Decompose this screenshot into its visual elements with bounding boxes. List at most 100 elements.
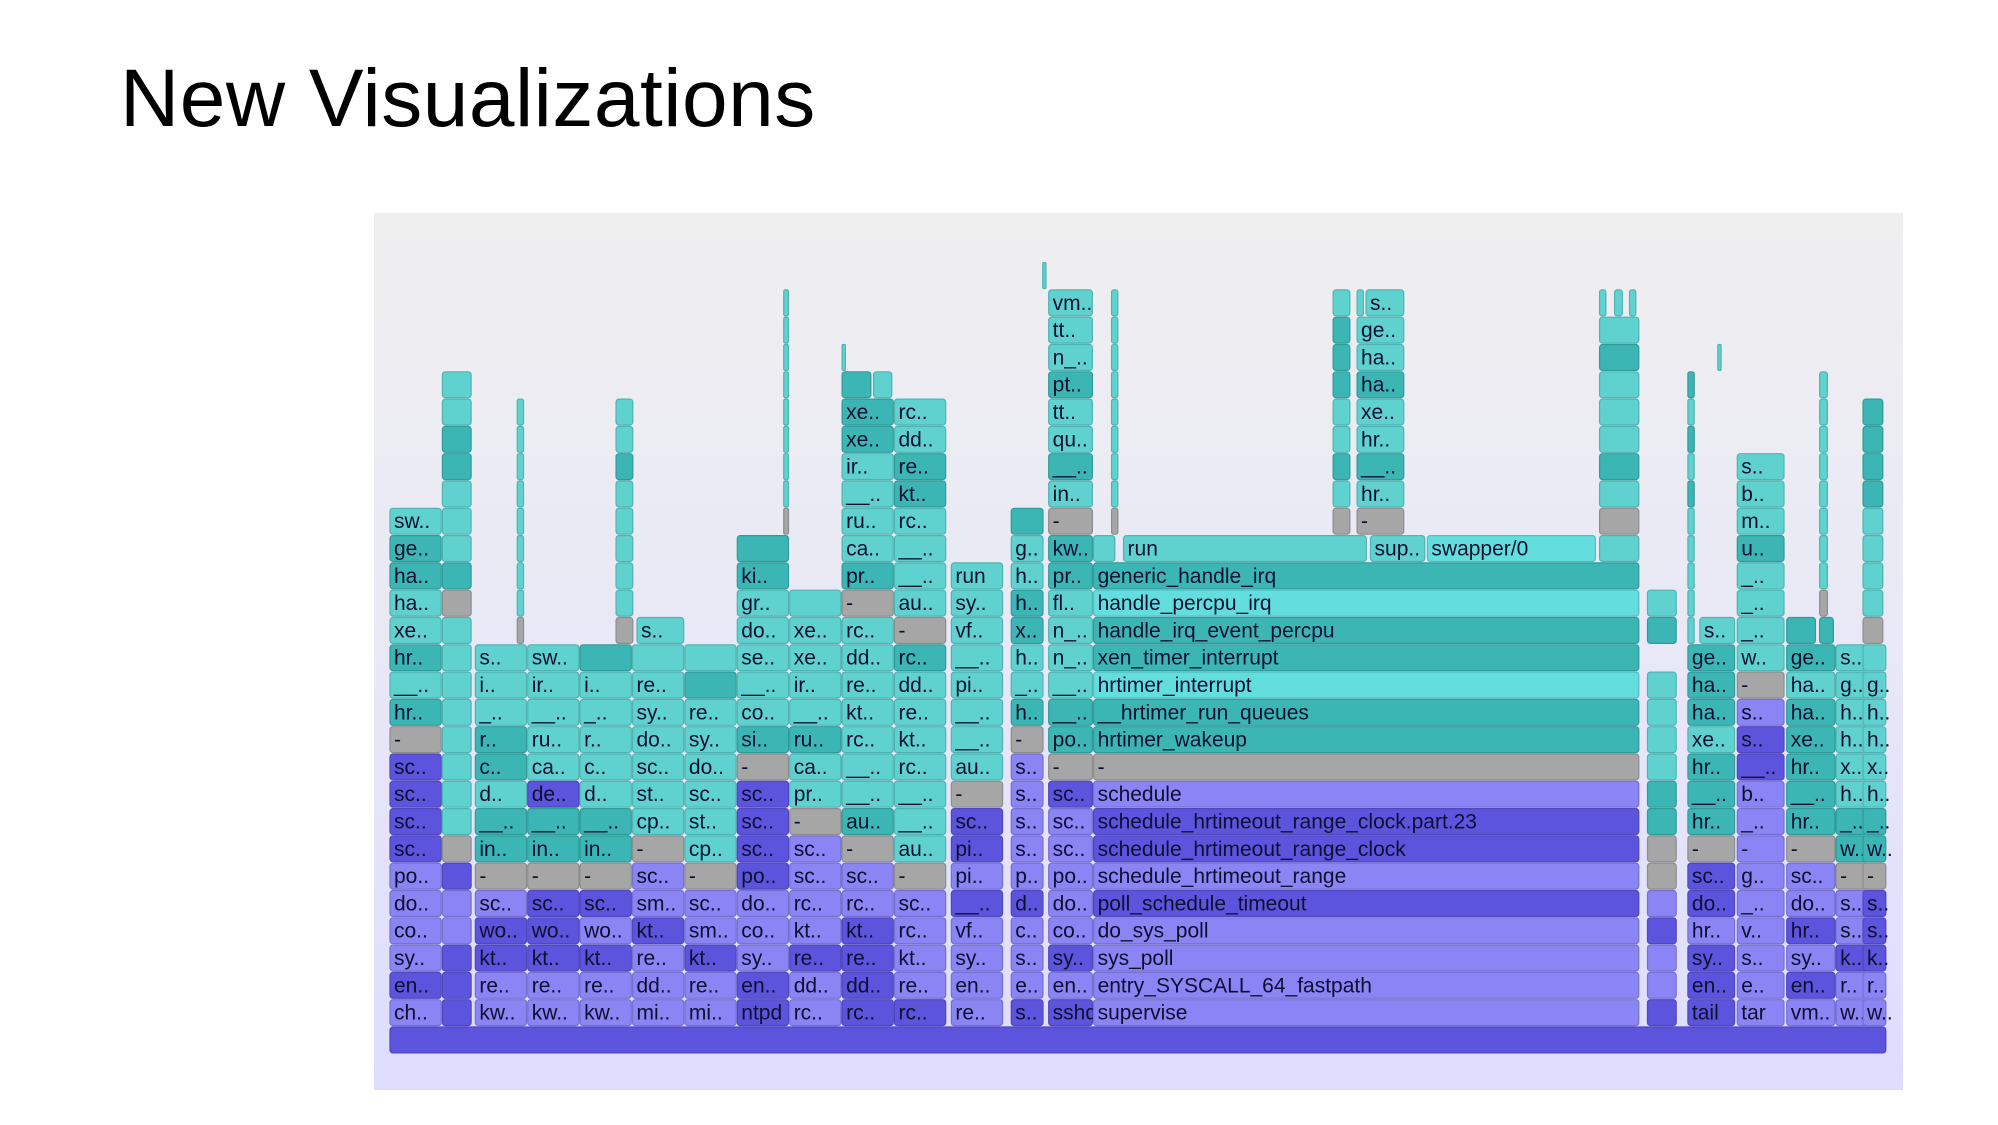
flame-frame-rect[interactable]: [684, 917, 737, 945]
flame-frame-rect[interactable]: [1598, 316, 1640, 344]
flame-frame[interactable]: sm..: [684, 917, 737, 945]
flame-frame[interactable]: [1646, 726, 1677, 754]
flame-frame-rect[interactable]: [1687, 999, 1736, 1027]
flame-frame-rect[interactable]: [893, 698, 947, 726]
flame-frame-rect[interactable]: [1110, 398, 1119, 426]
flame-frame[interactable]: hr..: [1687, 753, 1736, 781]
flame-frame-rect[interactable]: [441, 562, 472, 590]
flame-frame[interactable]: pi..: [950, 862, 1004, 890]
flame-frame[interactable]: co..: [389, 917, 442, 945]
flame-frame-rect[interactable]: [789, 999, 842, 1027]
flame-frame-rect[interactable]: [1736, 780, 1785, 808]
flame-frame-rect[interactable]: [474, 726, 528, 754]
flame-frame-rect[interactable]: [789, 835, 842, 863]
flame-frame[interactable]: __..: [950, 698, 1004, 726]
flame-frame[interactable]: re..: [631, 671, 685, 699]
flame-frame[interactable]: -: [841, 589, 894, 617]
flame-frame-rect[interactable]: [1862, 999, 1887, 1027]
flame-frame-rect[interactable]: [1332, 480, 1351, 508]
flame-frame-rect[interactable]: [893, 835, 947, 863]
flame-frame-rect[interactable]: [684, 698, 737, 726]
flame-frame[interactable]: s..: [1835, 889, 1869, 917]
flame-frame-rect[interactable]: [1010, 999, 1044, 1027]
flame-frame[interactable]: [736, 535, 790, 563]
flame-frame-rect[interactable]: [1598, 453, 1640, 481]
flame-frame[interactable]: h..: [1862, 726, 1890, 754]
flame-frame-rect[interactable]: [893, 507, 947, 535]
flame-frame[interactable]: -: [1048, 753, 1093, 781]
flame-frame[interactable]: [1332, 316, 1351, 344]
flame-frame[interactable]: [441, 671, 472, 699]
flame-frame[interactable]: v..: [1736, 917, 1785, 945]
flame-frame[interactable]: w..: [1835, 835, 1869, 863]
flame-frame[interactable]: h..: [1835, 698, 1869, 726]
flame-frame[interactable]: [1628, 289, 1637, 317]
flame-frame[interactable]: sc..: [1048, 780, 1093, 808]
flame-frame[interactable]: s..: [1736, 698, 1785, 726]
flame-frame-rect[interactable]: [516, 453, 525, 481]
flame-frame[interactable]: vf..: [950, 616, 1004, 644]
flame-frame[interactable]: [1110, 343, 1119, 371]
flame-frame-rect[interactable]: [474, 698, 528, 726]
flame-frame-rect[interactable]: [1010, 616, 1044, 644]
flame-frame[interactable]: __..: [1048, 671, 1093, 699]
flame-frame[interactable]: _..: [1736, 807, 1785, 836]
flame-frame-rect[interactable]: [841, 562, 894, 590]
flame-frame-rect[interactable]: [893, 644, 947, 672]
flame-frame[interactable]: [1598, 425, 1640, 453]
flame-frame-rect[interactable]: [1687, 398, 1695, 426]
flame-frame-rect[interactable]: [736, 589, 790, 617]
flame-frame[interactable]: ha..: [1356, 343, 1405, 371]
flame-frame[interactable]: run: [950, 562, 1004, 590]
flame-frame[interactable]: re..: [527, 971, 580, 999]
flame-frame[interactable]: sy..: [631, 698, 685, 726]
flame-frame[interactable]: wo..: [474, 917, 528, 945]
flame-frame[interactable]: dd..: [893, 425, 947, 453]
flame-frame-rect[interactable]: [474, 835, 528, 863]
flame-frame-rect[interactable]: [579, 753, 632, 781]
flame-frame-rect[interactable]: [441, 398, 472, 426]
flame-frame-rect[interactable]: [893, 862, 947, 890]
flame-frame-rect[interactable]: [893, 616, 947, 644]
flame-frame[interactable]: [1862, 453, 1884, 481]
flame-frame-rect[interactable]: [1736, 889, 1785, 917]
flame-frame-rect[interactable]: [631, 726, 685, 754]
flame-frame-rect[interactable]: [789, 644, 842, 672]
flame-frame[interactable]: [1687, 589, 1695, 617]
flame-frame[interactable]: tt..: [1048, 398, 1093, 426]
flame-frame-rect[interactable]: [736, 917, 790, 945]
flame-frame-rect[interactable]: [474, 807, 528, 836]
flame-frame[interactable]: vm..: [1786, 999, 1836, 1027]
flame-frame-rect[interactable]: [1862, 507, 1884, 535]
flame-frame[interactable]: ha..: [1356, 371, 1405, 399]
flame-frame-rect[interactable]: [516, 425, 525, 453]
flame-frame[interactable]: pr..: [841, 562, 894, 590]
flame-frame[interactable]: c..: [1010, 917, 1044, 945]
flame-frame[interactable]: [841, 371, 872, 399]
flame-frame-rect[interactable]: [1092, 698, 1640, 726]
flame-frame[interactable]: -: [1010, 726, 1044, 754]
flame-frame[interactable]: ha..: [1687, 698, 1736, 726]
flame-frame[interactable]: kt..: [527, 944, 580, 972]
flame-frame[interactable]: [615, 507, 634, 535]
flame-frame-rect[interactable]: [893, 971, 947, 999]
flame-frame[interactable]: xe..: [789, 616, 842, 644]
flame-frame-rect[interactable]: [474, 999, 528, 1027]
flame-frame-rect[interactable]: [893, 944, 947, 972]
flame-frame[interactable]: [516, 480, 525, 508]
flame-frame[interactable]: -: [950, 780, 1004, 808]
flame-frame[interactable]: [1687, 453, 1695, 481]
flame-frame[interactable]: [1042, 261, 1047, 290]
flame-frame[interactable]: ki..: [736, 562, 790, 590]
flame-frame[interactable]: __..: [1356, 453, 1405, 481]
flame-frame-rect[interactable]: [527, 917, 580, 945]
flame-frame-rect[interactable]: [1736, 971, 1785, 999]
flame-frame-rect[interactable]: [527, 971, 580, 999]
flame-frame[interactable]: sc..: [389, 835, 442, 863]
flame-frame-rect[interactable]: [783, 289, 790, 317]
flame-frame-rect[interactable]: [1687, 835, 1736, 863]
flame-frame-rect[interactable]: [783, 398, 790, 426]
flame-frame-rect[interactable]: [789, 862, 842, 890]
flame-frame[interactable]: in..: [474, 835, 528, 863]
flame-frame-rect[interactable]: [1862, 780, 1887, 808]
